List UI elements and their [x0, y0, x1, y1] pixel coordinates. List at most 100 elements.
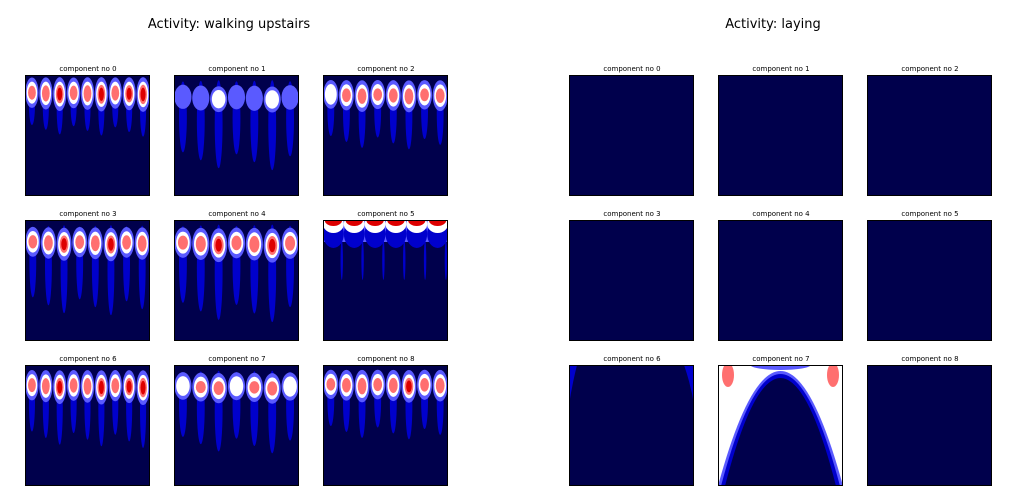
contour-lobe [140, 380, 146, 395]
contour-lobe [404, 88, 414, 105]
contour-lobe [69, 85, 78, 101]
contour-lobe [366, 220, 384, 226]
heatmap-panel: component no 0 [569, 65, 695, 196]
contour-lobe [342, 377, 351, 393]
panel-title: component no 2 [357, 65, 415, 73]
contour-lobe [285, 235, 296, 251]
heatmap-background [718, 75, 843, 196]
contour-lobe [57, 380, 63, 394]
contour-lobe [750, 365, 811, 370]
panel-title: component no 7 [208, 355, 266, 363]
heatmap-panel: component no 0 [25, 65, 151, 196]
contour-lobe [28, 85, 36, 100]
heatmap-panel: component no 5 [867, 210, 993, 341]
contour-layer [323, 79, 448, 150]
contour-lobe [408, 220, 426, 226]
subplot-group-walking-upstairs: Activity: walking upstairs component no … [0, 0, 512, 503]
contour-layer [174, 80, 299, 171]
heatmap-panel: component no 6 [25, 355, 151, 486]
contour-lobe [126, 380, 132, 393]
contour-lobe [435, 88, 445, 104]
contour-lobe [69, 378, 78, 393]
heatmap-panel: component no 2 [867, 65, 993, 196]
contour-layer [25, 77, 150, 137]
panel-title: component no 4 [752, 210, 810, 218]
panel-title: component no 3 [603, 210, 661, 218]
panel-title: component no 8 [357, 355, 415, 363]
contour-lobe [174, 84, 192, 109]
panel-title: component no 1 [752, 65, 810, 73]
heatmap-plot [323, 220, 448, 341]
axes-frame [174, 220, 299, 341]
axes-frame [867, 220, 992, 341]
panel-title: component no 7 [752, 355, 810, 363]
contour-lobe [211, 89, 226, 109]
heatmap-panel: component no 5 [323, 210, 449, 341]
contour-stalk [361, 240, 364, 280]
axes-frame [867, 365, 992, 486]
contour-lobe [357, 88, 367, 104]
contour-lobe [215, 238, 222, 252]
contour-lobe [108, 238, 114, 251]
heatmap-plot [867, 365, 992, 486]
contour-lobe [231, 235, 242, 251]
contour-lobe [195, 235, 206, 252]
contour-lobe [342, 88, 351, 103]
contour-lobe [345, 220, 363, 226]
heatmap-panel: component no 7 [174, 355, 300, 486]
axes-frame [174, 75, 299, 196]
group-title: Activity: laying [725, 17, 821, 32]
contour-lobe [213, 381, 224, 396]
contour-lobe [388, 377, 398, 393]
contour-lobe [281, 85, 299, 110]
contour-stalk [382, 240, 385, 280]
contour-lobe [249, 235, 260, 253]
contour-lobe [267, 381, 278, 396]
contour-lobe [41, 85, 50, 102]
heatmap-background [867, 75, 992, 196]
heatmap-plot [718, 220, 843, 341]
heatmap-panel: component no 7 [718, 355, 844, 486]
heatmap-panel: component no 1 [174, 65, 300, 196]
contour-stalk [423, 240, 427, 280]
contour-lobe [44, 235, 53, 251]
contour-lobe [111, 378, 120, 394]
contour-edge [684, 365, 694, 405]
axes-frame [323, 75, 448, 196]
contour-layer [25, 225, 150, 316]
contour-lobe [126, 87, 132, 100]
axes-frame [569, 220, 694, 341]
contour-lobe [406, 380, 412, 393]
contour-layer [323, 220, 448, 280]
axes-frame [569, 365, 694, 486]
contour-layer [323, 369, 448, 440]
contour-lobe [28, 378, 36, 393]
heatmap-plot [718, 75, 843, 196]
contour-lobe [227, 84, 246, 110]
heatmap-plot [323, 365, 448, 486]
contour-lobe [176, 376, 190, 396]
heatmap-plot [867, 75, 992, 196]
contour-lobe [122, 235, 131, 250]
axes-frame [25, 75, 150, 196]
axes-frame [25, 365, 150, 486]
contour-lobe [373, 88, 383, 101]
panel-title: component no 6 [603, 355, 661, 363]
contour-lobe [245, 85, 263, 111]
contour-lobe [83, 85, 92, 102]
subplot-group-laying: Activity: laying component no 0 component… [544, 0, 1025, 503]
panel-title: component no 0 [603, 65, 661, 73]
heatmap-background [569, 365, 694, 486]
contour-lobe [192, 85, 210, 111]
panel-title: component no 5 [357, 210, 415, 218]
contour-lobe [98, 87, 104, 101]
contour-lobe [249, 381, 260, 394]
axes-frame [718, 220, 843, 341]
panel-title: component no 5 [901, 210, 959, 218]
panel-title: component no 0 [59, 65, 117, 73]
contour-lobe [420, 88, 429, 102]
heatmap-plot [569, 75, 694, 196]
heatmap-plot [174, 365, 299, 486]
heatmap-panel: component no 4 [718, 210, 844, 341]
contour-lobe [324, 220, 343, 226]
